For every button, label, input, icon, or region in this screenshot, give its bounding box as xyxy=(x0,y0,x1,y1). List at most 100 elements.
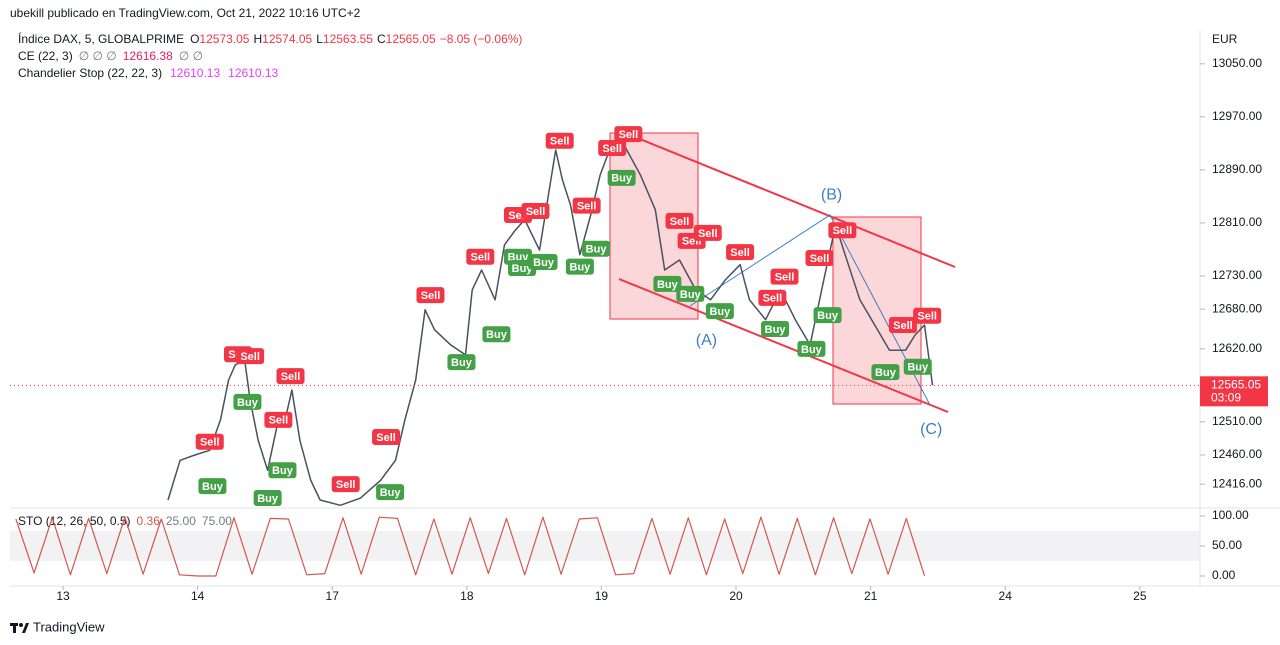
ohlc-key: C xyxy=(377,32,386,46)
channel-line xyxy=(634,136,956,268)
signal-sell_signals xyxy=(770,268,799,285)
signal-label: Sell xyxy=(775,272,795,284)
signal-buy_signals xyxy=(676,285,705,302)
signal-sell_signals xyxy=(416,287,445,304)
signal-sell_signals xyxy=(913,307,942,324)
wave-line xyxy=(689,214,931,406)
signal-buy_signals xyxy=(797,340,826,357)
ohlc-key: O xyxy=(190,32,199,46)
brand-logo xyxy=(10,623,29,633)
wave-label: (B) xyxy=(821,186,842,203)
signal-buy_signals xyxy=(871,364,900,381)
price-line xyxy=(15,516,926,577)
signal-sell_signals xyxy=(372,429,401,446)
signal-label: Sell xyxy=(376,432,396,444)
signal-buy_signals xyxy=(508,260,537,277)
logo-part xyxy=(13,623,16,633)
y-tick-label: 12810.00 xyxy=(1212,215,1262,229)
signal-label: Buy xyxy=(272,465,294,477)
signal-label: Buy xyxy=(202,481,224,493)
signal-buy_signals xyxy=(607,169,636,186)
y-tick-label: 100.00 xyxy=(1212,508,1249,522)
signal-label: Buy xyxy=(586,244,608,256)
y-tick-label: 12460.00 xyxy=(1212,447,1262,461)
signal-sell_signals xyxy=(828,222,857,239)
signal-sell_signals xyxy=(665,212,694,229)
signal-label: Sell xyxy=(602,143,622,155)
signal-sell_signals xyxy=(331,476,360,493)
signal-label: Sell xyxy=(917,311,937,323)
signal-sell_signals xyxy=(598,140,627,157)
ohlc-value: 12573.05 xyxy=(199,32,249,46)
signal-label: Sell xyxy=(471,252,491,264)
signal-buy_signals xyxy=(253,490,282,507)
y-tick-label: 0.00 xyxy=(1212,568,1236,582)
signal-label: Sell xyxy=(336,479,356,491)
x-tick-label: 21 xyxy=(864,589,878,603)
y-tick-label: 50.00 xyxy=(1212,538,1242,552)
indicator-line: CE (22, 3) ∅ ∅ ∅ 12616.38 ∅ ∅ xyxy=(18,49,203,63)
signal-buy_signals xyxy=(482,326,511,343)
signal-label: Sell xyxy=(619,129,639,141)
x-tick-label: 25 xyxy=(1133,589,1147,603)
signal-label: Buy xyxy=(907,362,929,374)
indicator-line: Chandelier Stop (22, 22, 3) 12610.13 12610… xyxy=(18,66,279,80)
signal-sell_signals xyxy=(693,224,722,241)
x-tick-label: 13 xyxy=(56,589,70,603)
signal-sell_signals xyxy=(195,433,224,450)
ohlc-key: L xyxy=(316,32,323,46)
symbol: Índice DAX, 5, GLOBALPRIME xyxy=(18,31,184,46)
signal-label: Sell xyxy=(281,371,301,383)
signal-label: Buy xyxy=(611,173,633,185)
ohlc-key: H xyxy=(253,32,262,46)
signal-label: Buy xyxy=(680,289,702,301)
indicator-value: 12610.13 xyxy=(228,66,278,80)
signal-label: Buy xyxy=(709,306,731,318)
countdown: 03:09 xyxy=(1211,390,1241,404)
signal-buy_signals xyxy=(903,358,932,375)
signal-label: Sell xyxy=(810,253,830,265)
x-tick-label: 19 xyxy=(595,589,609,603)
y-tick-label: 12890.00 xyxy=(1212,162,1262,176)
signal-label: Buy xyxy=(657,279,679,291)
indicator-name: CE (22, 3) xyxy=(18,49,73,63)
indicator-value: ∅ ∅ xyxy=(179,49,203,63)
signal-label: Buy xyxy=(765,324,787,336)
signal-label: Buy xyxy=(257,493,279,505)
signal-label: Buy xyxy=(875,367,897,379)
signal-buy_signals xyxy=(565,258,594,275)
signal-buy_signals xyxy=(582,240,611,257)
symbol-line: Índice DAX, 5, GLOBALPRIME O12573.05 H1257… xyxy=(18,31,522,46)
logo-part xyxy=(19,623,23,627)
signal-label: Sell xyxy=(698,228,718,240)
signal-label: Sell xyxy=(833,225,853,237)
x-tick-label: 20 xyxy=(729,589,743,603)
signal-sell_signals xyxy=(276,368,305,385)
sto-readout: 75.00 xyxy=(202,514,232,528)
signal-label: Sell xyxy=(269,415,289,427)
indicator-value: 12616.38 xyxy=(123,49,173,63)
ohlc-value: 12574.05 xyxy=(262,32,312,46)
signal-buy_signals xyxy=(233,393,262,410)
signal-label: Buy xyxy=(817,310,839,322)
signal-label: Sell xyxy=(670,216,690,228)
signal-sell_signals xyxy=(264,411,293,428)
signal-sell_signals xyxy=(805,250,834,267)
signal-label: Sell xyxy=(577,201,597,213)
signal-buy_signals xyxy=(447,354,476,371)
signal-label: Sell xyxy=(730,247,750,259)
signal-buy_signals xyxy=(705,303,734,320)
signal-label: Buy xyxy=(486,329,508,341)
signal-label: Sell xyxy=(240,351,260,363)
y-tick-label: 12730.00 xyxy=(1212,268,1262,282)
signal-label: Buy xyxy=(380,487,402,499)
indicator-name: Chandelier Stop (22, 22, 3) xyxy=(18,66,162,80)
wave-label: (C) xyxy=(920,421,942,438)
y-tick-label: 13050.00 xyxy=(1212,56,1262,70)
signal-buy_signals xyxy=(529,254,558,271)
signal-sell_signals xyxy=(726,244,755,261)
signal-sell_signals xyxy=(521,202,550,219)
signal-sell_signals xyxy=(545,132,574,149)
wave-label: (A) xyxy=(696,332,717,349)
